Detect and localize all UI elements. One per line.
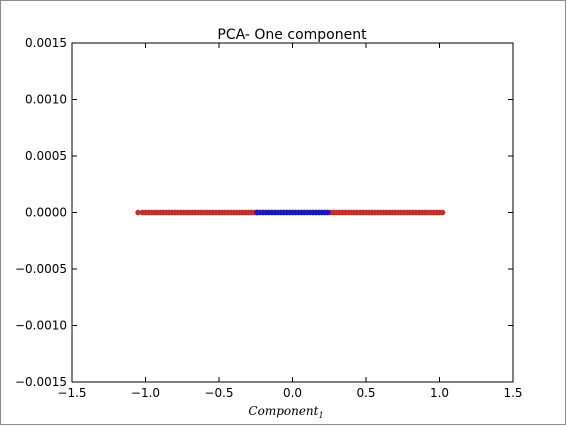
data-point bbox=[324, 209, 331, 216]
y-tick-label: −0.0005 bbox=[15, 262, 67, 276]
y-axis-ticks: −0.0015 −0.0010 −0.0005 0.0000 0.0005 0.0010 0… bbox=[15, 36, 513, 389]
x-tick-label: −0.5 bbox=[204, 386, 233, 400]
x-axis-label: Component1 bbox=[248, 404, 323, 420]
y-tick-label: 0.0010 bbox=[25, 93, 67, 107]
x-tick-label: −1.0 bbox=[131, 386, 160, 400]
x-axis-label-subscript: 1 bbox=[318, 411, 323, 420]
data-point bbox=[439, 209, 446, 216]
x-tick-label: 1.5 bbox=[503, 386, 522, 400]
y-tick-label: −0.0010 bbox=[15, 319, 67, 333]
y-tick-label: −0.0015 bbox=[15, 375, 67, 389]
x-tick-label: 0.0 bbox=[283, 386, 302, 400]
x-tick-label: 1.0 bbox=[430, 386, 449, 400]
y-tick-label: 0.0000 bbox=[25, 206, 67, 220]
x-tick-label: 0.5 bbox=[356, 386, 375, 400]
y-tick-label: 0.0015 bbox=[25, 36, 67, 50]
chart-title: PCA- One component bbox=[217, 27, 367, 43]
x-axis-label-text: Component bbox=[248, 404, 318, 418]
data-points bbox=[135, 209, 446, 216]
x-axis-ticks: −1.5 −1.0 −0.5 0.0 0.5 1.0 1.5 bbox=[57, 43, 523, 400]
x-tick-label: −1.5 bbox=[57, 386, 86, 400]
y-tick-label: 0.0005 bbox=[25, 149, 67, 163]
